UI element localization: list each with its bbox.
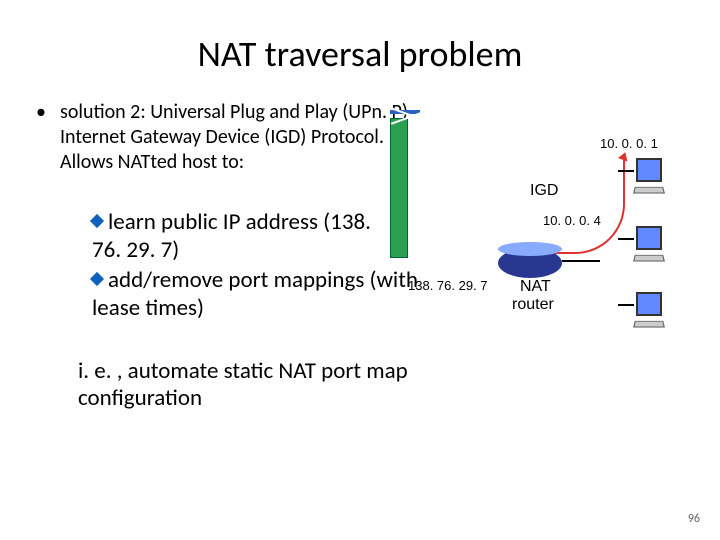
bullet-dot: •: [36, 100, 46, 125]
label-router: router: [512, 296, 554, 314]
sub-item-port-mappings: add/remove port mappings (with lease tim…: [92, 266, 422, 322]
label-external-ip: 138. 76. 29. 7: [408, 278, 488, 293]
hub-host-cable: [618, 304, 634, 306]
igd-cable: [525, 154, 625, 254]
nat-router-top: [498, 242, 562, 256]
host-icon: [634, 292, 664, 328]
bullet-text: solution 2: Universal Plug and Play (UPn…: [60, 100, 408, 174]
label-igd: IGD: [530, 182, 558, 200]
hub-icon: [390, 118, 408, 258]
router-hub-cable: [562, 260, 600, 262]
conclusion-text: i. e. , automate static NAT port map con…: [78, 358, 418, 412]
sub-item-text: learn public IP address (138. 76. 29. 7): [92, 208, 371, 264]
host-icon: [634, 226, 664, 262]
label-ip-2: 10. 0. 0. 4: [543, 213, 601, 228]
label-ip-1: 10. 0. 0. 1: [600, 136, 658, 151]
hub-host-cable: [618, 238, 634, 240]
diamond-icon: [90, 272, 104, 286]
sub-item-learn-ip: learn public IP address (138. 76. 29. 7): [92, 208, 372, 264]
sub-item-text: add/remove port mappings (with lease tim…: [92, 266, 418, 322]
label-nat: NAT: [520, 278, 551, 296]
slide-title: NAT traversal problem: [0, 32, 720, 76]
diamond-icon: [90, 214, 104, 228]
bullet-main: • solution 2: Universal Plug and Play (U…: [60, 100, 420, 175]
page-number: 96: [688, 512, 700, 526]
network-diagram: IGD 10. 0. 0. 1 10. 0. 0. 4 138. 76. 29.…: [390, 110, 690, 340]
host-icon: [634, 158, 664, 194]
hub-host-cable: [618, 170, 634, 172]
